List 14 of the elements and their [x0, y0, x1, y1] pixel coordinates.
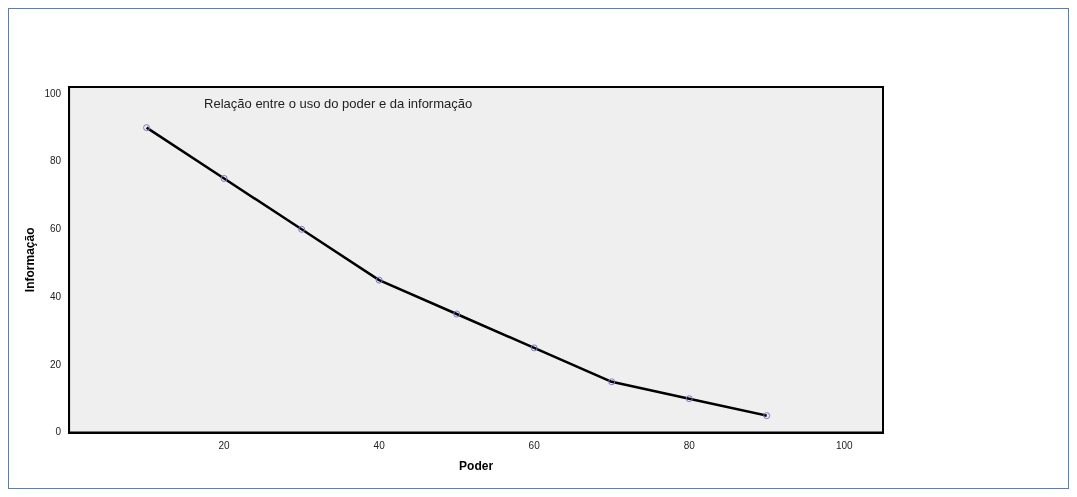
y-tick-label: 80	[49, 155, 62, 167]
y-tick-label: 0	[55, 426, 62, 438]
x-tick-label: 40	[373, 440, 386, 452]
y-tick-label: 60	[49, 223, 62, 235]
x-tick-label: 80	[683, 440, 696, 452]
x-tick-label: 60	[528, 440, 541, 452]
y-axis-title: Informação	[22, 227, 37, 293]
x-tick-label: 20	[218, 440, 231, 452]
text: Relação entre o uso do poder e da informação	[204, 95, 473, 111]
x-tick-label: 100	[835, 440, 854, 452]
y-tick-label: 40	[49, 290, 62, 302]
x-axis-title: Poder	[459, 459, 494, 474]
y-tick-label: 20	[49, 358, 62, 370]
y-tick-label: 100	[44, 87, 62, 99]
